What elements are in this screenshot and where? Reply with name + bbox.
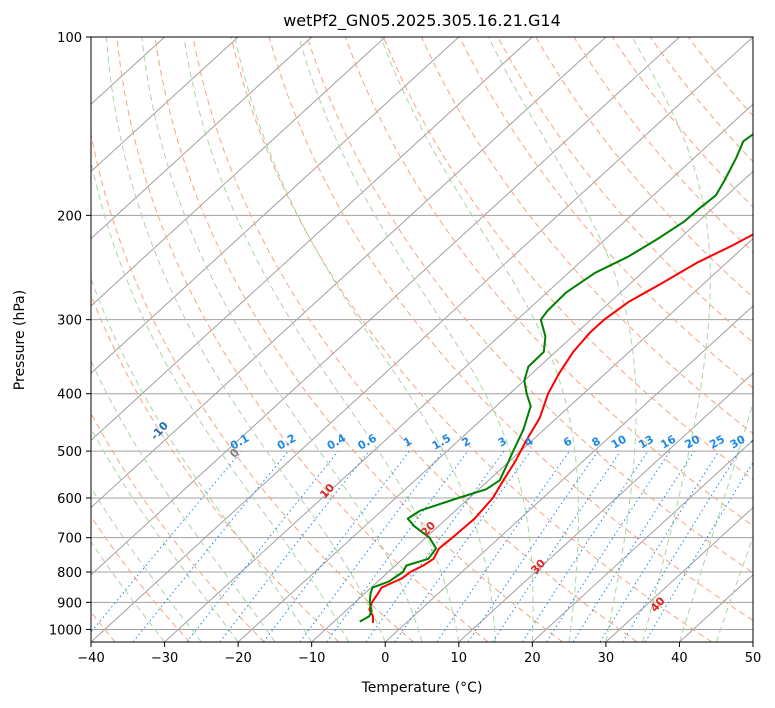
y-tick-label: 400 xyxy=(57,388,82,403)
moist-adiabat-line xyxy=(91,158,349,642)
dry-adiabat-line xyxy=(91,293,340,642)
isotherm-line xyxy=(237,170,753,642)
moist-adiabat-line xyxy=(380,37,579,642)
moist-adiabat-line xyxy=(488,37,637,642)
x-tick-label: 40 xyxy=(671,651,688,666)
mixing-ratio-line xyxy=(394,450,532,642)
temperature-profile-line xyxy=(368,233,753,623)
isotherm-line xyxy=(531,439,753,642)
dry-adiabat-line xyxy=(535,37,753,298)
mixing-ratio-line xyxy=(436,450,570,642)
x-tick-label: 50 xyxy=(745,651,762,666)
moist-adiabat-line xyxy=(234,37,497,642)
x-tick-label: −30 xyxy=(151,651,178,666)
y-tick-label: 100 xyxy=(57,31,82,46)
x-tick-label: −40 xyxy=(77,651,104,666)
mixing-ratio-line xyxy=(522,450,649,642)
y-tick-label: 600 xyxy=(57,492,82,507)
x-tick-label: 10 xyxy=(451,651,468,666)
dry-adiabat-line xyxy=(116,37,489,642)
moist-adiabat-line xyxy=(91,359,276,642)
mixing-ratio-line xyxy=(599,450,720,642)
dry-adiabat-line xyxy=(154,37,563,642)
isotherm-line xyxy=(91,37,680,576)
y-tick-label: 700 xyxy=(57,532,82,547)
y-tick-label: 500 xyxy=(57,445,82,460)
y-tick-label: 900 xyxy=(57,596,82,611)
moist-adiabat-line xyxy=(631,37,711,642)
dry-adiabat-line xyxy=(268,37,753,622)
sounding-series xyxy=(359,133,753,623)
isotherm-line xyxy=(91,37,607,509)
moist-adiabat-line xyxy=(91,427,239,642)
moist-adiabat-line xyxy=(91,540,165,642)
moist-adiabat-line xyxy=(141,37,423,642)
x-tick-label: −10 xyxy=(298,651,325,666)
moist-adiabat-line xyxy=(678,401,753,642)
isotherm-line xyxy=(384,305,753,642)
isotherm-line xyxy=(91,37,460,374)
mixing-ratio-lines xyxy=(91,450,753,642)
y-tick-label: 300 xyxy=(57,314,82,329)
mixing-ratio-line xyxy=(467,450,599,642)
mixing-ratio-line xyxy=(572,450,695,642)
dry-adiabats xyxy=(91,37,753,642)
mixing-ratio-line xyxy=(622,450,740,642)
skewed-isotherm-gridlines xyxy=(91,37,753,642)
mixing-ratio-line xyxy=(644,461,753,642)
x-tick-label: 30 xyxy=(598,651,615,666)
moist-adiabat-line xyxy=(715,535,753,642)
y-axis: 100 200 300 400 500 600 700 800 900 1000 xyxy=(49,31,91,638)
dry-adiabat-line xyxy=(91,131,414,642)
x-tick-label: −20 xyxy=(224,651,251,666)
dry-adiabat-line xyxy=(344,37,753,527)
plot-frame xyxy=(90,36,754,643)
y-tick-label: 1000 xyxy=(49,623,82,638)
moist-adiabat-line xyxy=(298,37,534,642)
isotherm-line xyxy=(91,37,533,442)
x-tick-label: 0 xyxy=(381,651,389,666)
dry-adiabat-line xyxy=(91,515,191,642)
isotherm-line xyxy=(91,37,386,307)
isotherm-line xyxy=(91,37,239,173)
dry-adiabat-line xyxy=(230,37,713,642)
dry-adiabat-line xyxy=(91,412,265,642)
moist-adiabat-line xyxy=(91,486,202,642)
y-axis-label: Pressure (hPa) xyxy=(12,290,28,390)
moist-adiabats xyxy=(91,37,753,642)
isotherm-line xyxy=(458,372,753,642)
moist-adiabat-line xyxy=(183,37,460,642)
dry-adiabat-line xyxy=(192,37,638,642)
isotherm-line xyxy=(91,37,313,240)
dry-adiabat-line xyxy=(306,37,753,574)
x-tick-label: 20 xyxy=(524,651,541,666)
x-axis: −40 −30 −20 −10 0 10 20 30 40 50 xyxy=(77,642,761,666)
y-tick-label: 800 xyxy=(57,566,82,581)
mixing-ratio-line xyxy=(263,450,410,642)
moist-adiabat-line xyxy=(91,277,313,642)
mixing-ratio-line xyxy=(132,450,289,642)
isotherm-line xyxy=(605,506,753,642)
x-axis-label: Temperature (°C) xyxy=(361,680,483,696)
moist-adiabat-line xyxy=(105,37,386,642)
isotherm-line xyxy=(311,237,753,642)
mixing-ratio-line xyxy=(546,450,671,642)
dewpoint-profile-line xyxy=(359,133,753,623)
chart-title: wetPf2_GN05.2025.305.16.21.G14 xyxy=(283,11,561,31)
isotherm-line xyxy=(164,103,753,642)
y-tick-label: 200 xyxy=(57,209,82,224)
mixing-ratio-line xyxy=(186,450,339,642)
mixing-ratio-label: 36 xyxy=(748,432,768,451)
mixing-ratio-line xyxy=(492,450,622,642)
